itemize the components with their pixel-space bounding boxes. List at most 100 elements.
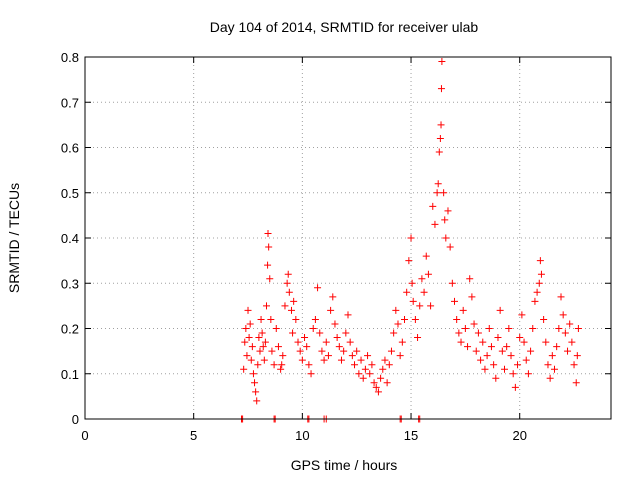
data-point (260, 356, 268, 364)
axis-ticks: 0 5 10 15 20 0 0.1 0.2 0.3 0.4 0.5 0.6 0.7 0.8 (61, 50, 611, 443)
data-point (490, 361, 498, 369)
data-point (381, 356, 389, 364)
chart-title: Day 104 of 2014, SRMTID for receiver ula… (210, 19, 479, 35)
data-point (459, 306, 467, 314)
data-point (511, 383, 519, 391)
data-point (283, 279, 291, 287)
data-point (359, 374, 367, 382)
data-point (246, 320, 254, 328)
data-point (289, 329, 297, 337)
data-point (424, 270, 432, 278)
data-point (433, 189, 441, 197)
x-axis-label: GPS time / hours (291, 457, 398, 473)
data-point (351, 361, 359, 369)
data-point (270, 361, 278, 369)
data-point (337, 356, 345, 364)
data-point (364, 352, 372, 360)
data-point (264, 229, 272, 237)
data-point (261, 338, 269, 346)
data-point (259, 343, 267, 351)
data-point (251, 379, 259, 387)
data-point (392, 306, 400, 314)
data-point (353, 347, 361, 355)
data-point (573, 352, 581, 360)
data-point (253, 397, 261, 405)
data-point (255, 334, 263, 342)
data-point (442, 234, 450, 242)
data-point (287, 306, 295, 314)
data-point (535, 279, 543, 287)
data-point (457, 338, 465, 346)
data-point (377, 374, 385, 382)
data-point (335, 343, 343, 351)
data-point (507, 352, 515, 360)
data-point (374, 388, 382, 396)
y-tick-label: 0.5 (61, 186, 79, 201)
data-point (268, 347, 276, 355)
data-point (472, 347, 480, 355)
data-point (566, 320, 574, 328)
data-point (564, 347, 572, 355)
data-point (383, 379, 391, 387)
y-tick-label: 0.7 (61, 95, 79, 110)
data-point (292, 315, 300, 323)
data-point (494, 334, 502, 342)
data-point (279, 352, 287, 360)
data-point (548, 352, 556, 360)
data-point (327, 306, 335, 314)
data-point (264, 261, 272, 269)
x-tick-label: 15 (404, 428, 418, 443)
data-point (309, 325, 317, 332)
data-point (405, 257, 413, 265)
data-point (437, 121, 445, 129)
data-point (340, 347, 348, 355)
data-point (409, 297, 417, 305)
data-point (262, 302, 270, 310)
data-point (455, 329, 463, 337)
x-tick-label: 5 (190, 428, 197, 443)
data-point (346, 338, 354, 346)
data-point (398, 338, 406, 346)
data-point (277, 365, 285, 373)
data-point (396, 352, 404, 360)
data-point (487, 343, 495, 351)
data-point (557, 293, 565, 301)
data-point (248, 343, 256, 351)
data-point (438, 58, 446, 66)
data-point (272, 325, 280, 332)
x-tick-label: 20 (512, 428, 526, 443)
data-point (267, 315, 275, 323)
data-point (342, 329, 350, 337)
y-tick-label: 0 (72, 412, 79, 427)
x-tick-label: 10 (295, 428, 309, 443)
data-point (524, 370, 532, 378)
data-point (570, 361, 578, 369)
data-point (366, 370, 374, 378)
data-point (514, 361, 522, 369)
data-point (446, 243, 454, 251)
data-point (536, 257, 544, 265)
data-point (407, 234, 415, 242)
data-point (503, 343, 511, 351)
data-point (387, 347, 395, 355)
data-point (451, 297, 459, 305)
data-point (505, 325, 513, 332)
data-point (479, 338, 487, 346)
data-point (370, 379, 378, 387)
data-point (509, 370, 517, 378)
data-point (243, 352, 251, 360)
data-point (298, 356, 306, 364)
x-tick-label: 0 (81, 428, 88, 443)
data-point (470, 320, 478, 328)
y-tick-label: 0.4 (61, 231, 79, 246)
data-point (561, 329, 569, 337)
data-point (496, 306, 504, 314)
data-point (411, 315, 419, 323)
grid-lines (85, 57, 611, 419)
data-point (453, 315, 461, 323)
data-point (431, 220, 439, 228)
data-point (258, 329, 266, 337)
data-point (379, 365, 387, 373)
y-tick-label: 0.1 (61, 367, 79, 382)
